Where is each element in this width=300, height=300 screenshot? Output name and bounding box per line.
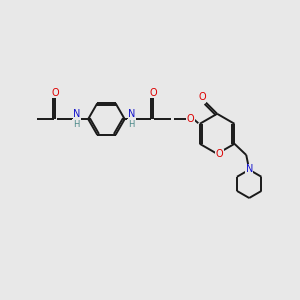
- Text: N: N: [73, 109, 81, 119]
- Text: O: O: [149, 88, 157, 98]
- Text: O: O: [198, 92, 206, 102]
- Text: N: N: [128, 109, 135, 119]
- Text: O: O: [216, 149, 223, 159]
- Text: N: N: [245, 164, 253, 174]
- Text: H: H: [128, 120, 134, 129]
- Text: H: H: [73, 120, 79, 129]
- Text: O: O: [51, 88, 59, 98]
- Text: O: O: [187, 114, 194, 124]
